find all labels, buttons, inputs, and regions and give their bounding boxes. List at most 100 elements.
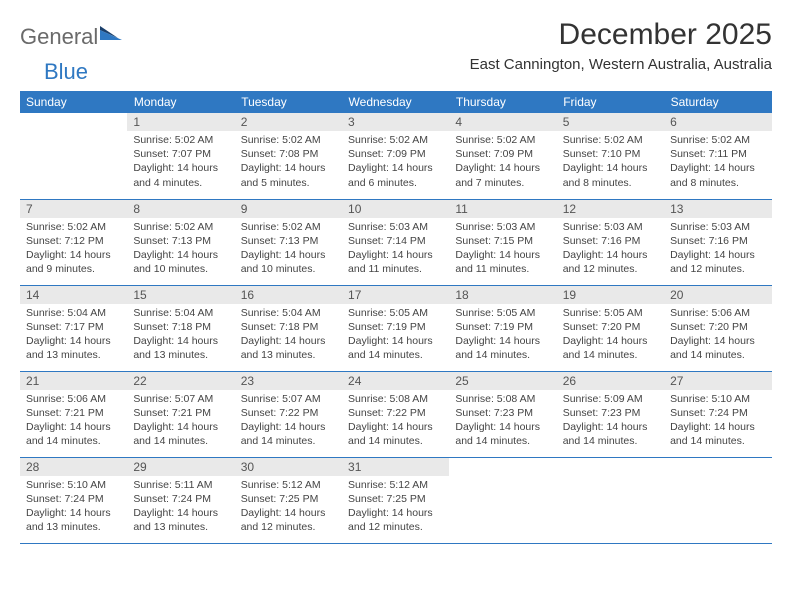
day-number: 15 [127,286,234,304]
sunrise-text: Sunrise: 5:08 AM [455,392,550,406]
sunset-text: Sunset: 7:08 PM [241,147,336,161]
day-details: Sunrise: 5:07 AMSunset: 7:22 PMDaylight:… [235,390,342,453]
calendar-day-cell [20,113,127,199]
sunset-text: Sunset: 7:24 PM [133,492,228,506]
day-details: Sunrise: 5:06 AMSunset: 7:20 PMDaylight:… [664,304,771,367]
sunrise-text: Sunrise: 5:12 AM [348,478,443,492]
day-number: 28 [20,458,127,476]
day-details: Sunrise: 5:02 AMSunset: 7:07 PMDaylight:… [127,131,234,194]
calendar-day-cell: 11Sunrise: 5:03 AMSunset: 7:15 PMDayligh… [449,199,556,285]
day-details: Sunrise: 5:02 AMSunset: 7:12 PMDaylight:… [20,218,127,281]
calendar-day-cell: 9Sunrise: 5:02 AMSunset: 7:13 PMDaylight… [235,199,342,285]
day-number: 21 [20,372,127,390]
sunrise-text: Sunrise: 5:02 AM [563,133,658,147]
daylight-text: Daylight: 14 hours and 7 minutes. [455,161,550,189]
day-number: 18 [449,286,556,304]
sunset-text: Sunset: 7:23 PM [563,406,658,420]
day-details: Sunrise: 5:11 AMSunset: 7:24 PMDaylight:… [127,476,234,539]
sunrise-text: Sunrise: 5:02 AM [455,133,550,147]
sunset-text: Sunset: 7:13 PM [133,234,228,248]
calendar-day-cell: 25Sunrise: 5:08 AMSunset: 7:23 PMDayligh… [449,371,556,457]
day-number: 1 [127,113,234,131]
logo-flag-icon [100,26,128,49]
day-details: Sunrise: 5:09 AMSunset: 7:23 PMDaylight:… [557,390,664,453]
day-number: 26 [557,372,664,390]
sunset-text: Sunset: 7:19 PM [455,320,550,334]
sunrise-text: Sunrise: 5:10 AM [26,478,121,492]
sunset-text: Sunset: 7:16 PM [563,234,658,248]
sunset-text: Sunset: 7:14 PM [348,234,443,248]
calendar-day-cell [664,457,771,543]
day-number [449,458,556,462]
day-header-row: Sunday Monday Tuesday Wednesday Thursday… [20,91,772,113]
calendar-day-cell: 4Sunrise: 5:02 AMSunset: 7:09 PMDaylight… [449,113,556,199]
sunset-text: Sunset: 7:13 PM [241,234,336,248]
daylight-text: Daylight: 14 hours and 10 minutes. [241,248,336,276]
calendar-week-row: 21 Sunrise: 5:06 AM Sunset: 7:21 PM Dayligh… [20,371,772,457]
logo-text-blue: Blue [44,59,88,84]
daylight-text: Daylight: 14 hours and 14 minutes. [348,334,443,362]
calendar-day-cell: 2Sunrise: 5:02 AMSunset: 7:08 PMDaylight… [235,113,342,199]
day-number: 7 [20,200,127,218]
day-number: 22 [127,372,234,390]
daylight-text: Daylight: 14 hours and 14 minutes. [563,334,658,362]
col-saturday: Saturday [664,91,771,113]
calendar-day-cell: 3Sunrise: 5:02 AMSunset: 7:09 PMDaylight… [342,113,449,199]
day-number: 31 [342,458,449,476]
calendar-table: Sunday Monday Tuesday Wednesday Thursday… [20,91,772,544]
day-number: 27 [664,372,771,390]
day-details: Sunrise: 5:03 AMSunset: 7:15 PMDaylight:… [449,218,556,281]
day-number: 13 [664,200,771,218]
sunset-text: Sunset: 7:21 PM [133,406,228,420]
col-tuesday: Tuesday [235,91,342,113]
day-number: 2 [235,113,342,131]
day-details: Sunrise: 5:03 AMSunset: 7:16 PMDaylight:… [664,218,771,281]
daylight-text: Daylight: 14 hours and 14 minutes. [563,420,658,448]
daylight-text: Daylight: 14 hours and 13 minutes. [133,334,228,362]
day-number: 30 [235,458,342,476]
day-number: 10 [342,200,449,218]
calendar-day-cell: 10Sunrise: 5:03 AMSunset: 7:14 PMDayligh… [342,199,449,285]
sunrise-text: Sunrise: 5:02 AM [133,133,228,147]
daylight-text: Daylight: 14 hours and 12 minutes. [563,248,658,276]
daylight-text: Daylight: 14 hours and 12 minutes. [670,248,765,276]
daylight-text: Daylight: 14 hours and 14 minutes. [241,420,336,448]
sunrise-text: Sunrise: 5:05 AM [348,306,443,320]
sunset-text: Sunset: 7:17 PM [26,320,121,334]
sunset-text: Sunset: 7:23 PM [455,406,550,420]
calendar-day-cell: 24Sunrise: 5:08 AMSunset: 7:22 PMDayligh… [342,371,449,457]
sunrise-text: Sunrise: 5:02 AM [670,133,765,147]
day-details: Sunrise: 5:02 AMSunset: 7:09 PMDaylight:… [449,131,556,194]
sunset-text: Sunset: 7:11 PM [670,147,765,161]
calendar-day-cell: 13Sunrise: 5:03 AMSunset: 7:16 PMDayligh… [664,199,771,285]
sunrise-text: Sunrise: 5:06 AM [26,392,121,406]
sunrise-text: Sunrise: 5:03 AM [455,220,550,234]
calendar-day-cell: 8Sunrise: 5:02 AMSunset: 7:13 PMDaylight… [127,199,234,285]
daylight-text: Daylight: 14 hours and 14 minutes. [26,420,121,448]
sunrise-text: Sunrise: 5:04 AM [133,306,228,320]
calendar-head: Sunday Monday Tuesday Wednesday Thursday… [20,91,772,113]
sunrise-text: Sunrise: 5:12 AM [241,478,336,492]
daylight-text: Daylight: 14 hours and 13 minutes. [26,506,121,534]
sunset-text: Sunset: 7:15 PM [455,234,550,248]
day-number: 24 [342,372,449,390]
day-number: 25 [449,372,556,390]
calendar-day-cell: 18Sunrise: 5:05 AMSunset: 7:19 PMDayligh… [449,285,556,371]
daylight-text: Daylight: 14 hours and 12 minutes. [241,506,336,534]
calendar-day-cell: 21Sunrise: 5:06 AMSunset: 7:21 PMDayligh… [20,371,127,457]
sunrise-text: Sunrise: 5:02 AM [241,133,336,147]
day-details: Sunrise: 5:04 AMSunset: 7:18 PMDaylight:… [235,304,342,367]
daylight-text: Daylight: 14 hours and 8 minutes. [563,161,658,189]
sunrise-text: Sunrise: 5:05 AM [455,306,550,320]
sunrise-text: Sunrise: 5:09 AM [563,392,658,406]
calendar-day-cell: 6Sunrise: 5:02 AMSunset: 7:11 PMDaylight… [664,113,771,199]
daylight-text: Daylight: 14 hours and 6 minutes. [348,161,443,189]
calendar-day-cell: 29Sunrise: 5:11 AMSunset: 7:24 PMDayligh… [127,457,234,543]
sunset-text: Sunset: 7:20 PM [670,320,765,334]
day-details: Sunrise: 5:10 AMSunset: 7:24 PMDaylight:… [664,390,771,453]
day-details: Sunrise: 5:08 AMSunset: 7:23 PMDaylight:… [449,390,556,453]
day-details: Sunrise: 5:03 AMSunset: 7:16 PMDaylight:… [557,218,664,281]
calendar-day-cell: 19Sunrise: 5:05 AMSunset: 7:20 PMDayligh… [557,285,664,371]
calendar-page: General December 2025 East Cannington, W… [0,0,792,544]
calendar-day-cell: 27Sunrise: 5:10 AMSunset: 7:24 PMDayligh… [664,371,771,457]
